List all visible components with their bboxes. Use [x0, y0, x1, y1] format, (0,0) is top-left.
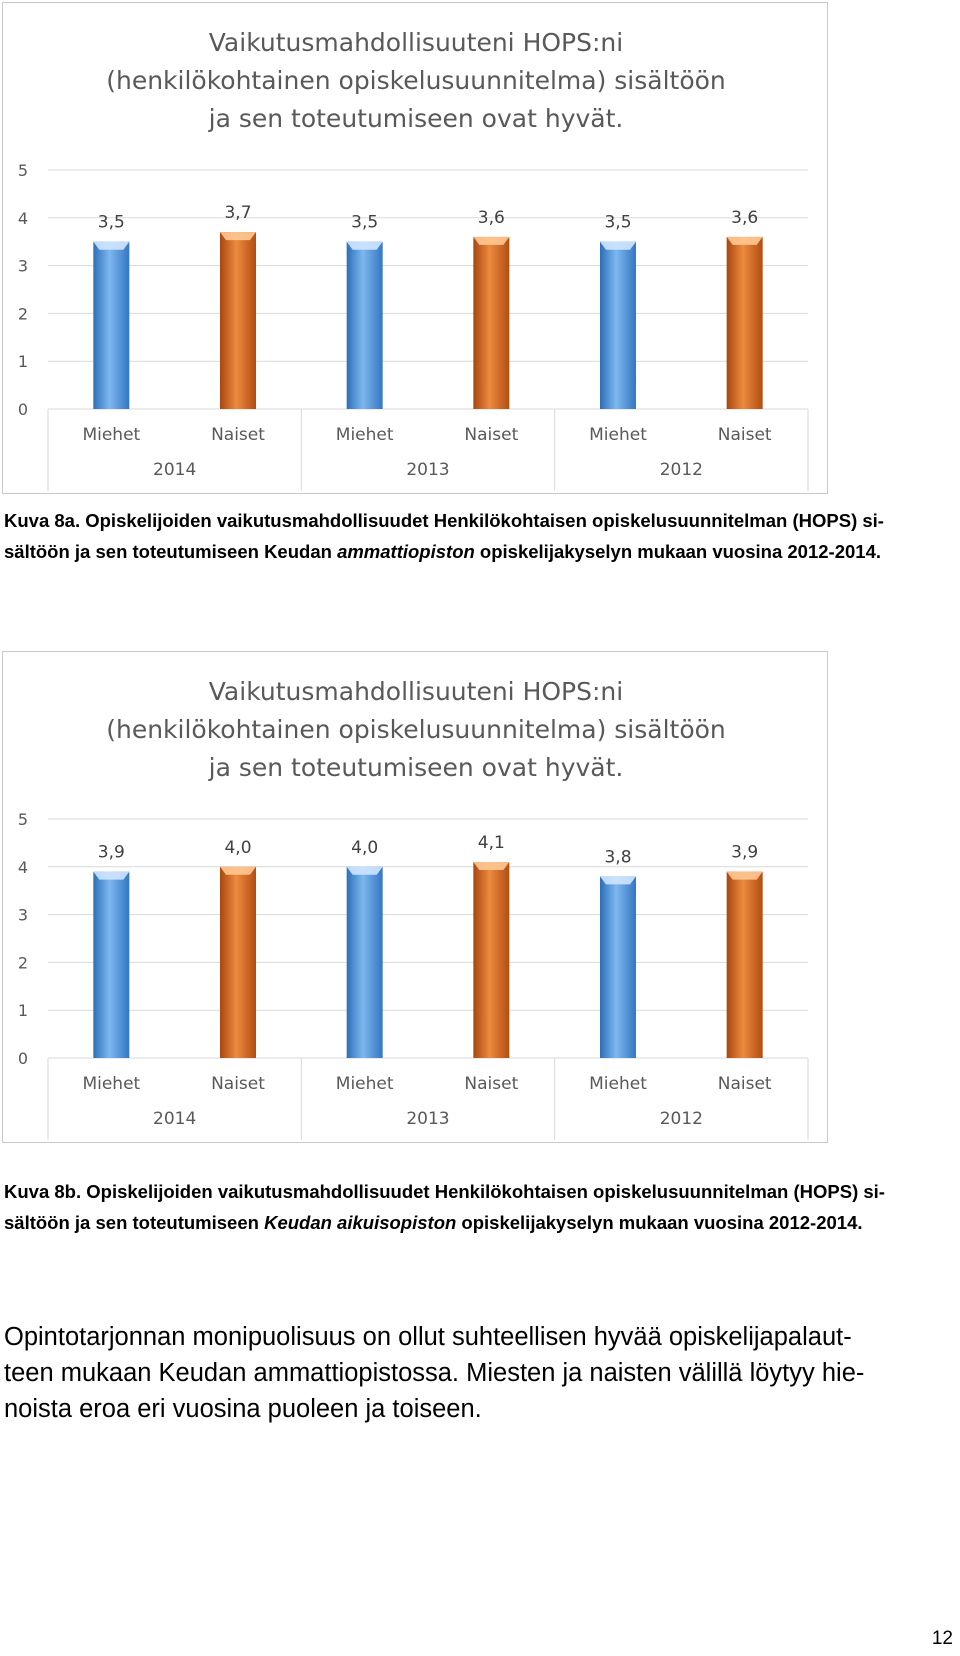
- caption-8a-italic: ammattiopiston: [337, 541, 475, 562]
- b-bar-cap: [726, 871, 763, 880]
- b-data-label: 3,8: [604, 847, 631, 867]
- b-bar-cap: [346, 866, 383, 875]
- b-title-line: ja sen toteutumiseen ovat hyvät.: [208, 753, 624, 782]
- b-bar-cap: [473, 862, 510, 871]
- a-category-label: Naiset: [718, 425, 772, 445]
- a-bar-cap: [220, 232, 256, 241]
- a-category-label: Naiset: [464, 425, 518, 445]
- a-y-tick: 0: [18, 400, 28, 419]
- a-bar-cap: [726, 236, 763, 245]
- b-bar: [473, 862, 510, 1058]
- page-number: 12: [931, 1628, 953, 1649]
- a-y-tick: 2: [18, 304, 28, 323]
- chart-8b-svg: Vaikutusmahdollisuuteni HOPS:ni (henkilök…: [18, 677, 809, 1140]
- chart-8b: Vaikutusmahdollisuuteni HOPS:ni (henkilök…: [2, 651, 828, 1143]
- caption-8b-italic: Keudan aikuisopiston: [264, 1212, 457, 1233]
- body-paragraph-line: noista eroa eri vuosina puoleen ja toise…: [4, 1395, 482, 1423]
- a-title-line: ja sen toteutumiseen ovat hyvät.: [208, 104, 624, 133]
- a-title-line: (henkilökohtainen opiskelusuunnitelma) s…: [106, 66, 726, 95]
- caption-8b-line1: Kuva 8b. Opiskelijoiden vaikutusmahdolli…: [4, 1181, 885, 1202]
- a-bar: [346, 241, 383, 409]
- caption-8b-line2-end: opiskelijakyselyn mukaan vuosina 2012-20…: [456, 1212, 863, 1233]
- b-title-line: Vaikutusmahdollisuuteni HOPS:ni: [209, 677, 623, 706]
- b-category-label: Miehet: [589, 1074, 647, 1094]
- a-category-label: Naiset: [211, 425, 265, 445]
- caption-8a: Kuva 8a. Opiskelijoiden vaikutusmahdolli…: [4, 505, 954, 567]
- a-bar-cap: [473, 236, 510, 245]
- a-data-label: 3,6: [731, 208, 758, 228]
- a-bar: [220, 232, 256, 409]
- a-data-label: 3,6: [478, 208, 505, 228]
- chart-8a: Vaikutusmahdollisuuteni HOPS:ni (henkilök…: [2, 2, 828, 494]
- a-data-label: 3,5: [98, 213, 125, 233]
- b-bar: [93, 871, 130, 1058]
- b-y-tick: 3: [18, 906, 28, 925]
- a-bar: [600, 241, 636, 409]
- body-paragraph-line: Opintotarjonnan monipuolisuus on ollut s…: [4, 1323, 852, 1351]
- chart-8a-svg: Vaikutusmahdollisuuteni HOPS:ni (henkilök…: [18, 28, 809, 491]
- a-data-label: 3,7: [224, 203, 251, 223]
- b-y-tick: 1: [18, 1001, 28, 1020]
- a-group-label: 2012: [660, 460, 703, 480]
- b-category-label: Miehet: [82, 1074, 140, 1094]
- caption-8a-line1: Kuva 8a. Opiskelijoiden vaikutusmahdolli…: [4, 510, 884, 531]
- caption-8a-line2-end: opiskelijakyselyn mukaan vuosina 2012-20…: [474, 541, 881, 562]
- b-bar-cap: [93, 871, 130, 880]
- a-bar-cap: [600, 241, 636, 250]
- a-category-label: Miehet: [589, 425, 647, 445]
- b-category-label: Naiset: [718, 1074, 772, 1094]
- b-data-label: 3,9: [731, 843, 758, 863]
- caption-8a-line2: sältöön ja sen toteutumiseen Keudan amma…: [4, 536, 954, 567]
- b-group-label: 2012: [660, 1109, 703, 1129]
- b-category-label: Naiset: [211, 1074, 265, 1094]
- a-category-label: Miehet: [82, 425, 140, 445]
- b-bar-cap: [600, 876, 636, 885]
- b-data-label: 3,9: [98, 843, 125, 863]
- body-paragraph: Opintotarjonnan monipuolisuus on ollut s…: [4, 1319, 954, 1427]
- a-bar: [93, 241, 130, 409]
- a-group-label: 2014: [153, 460, 196, 480]
- a-title-line: Vaikutusmahdollisuuteni HOPS:ni: [209, 28, 623, 57]
- b-data-label: 4,0: [351, 838, 378, 858]
- a-y-tick: 5: [18, 161, 28, 180]
- b-y-tick: 4: [18, 858, 28, 877]
- a-bar-cap: [346, 241, 383, 250]
- b-category-label: Naiset: [464, 1074, 518, 1094]
- a-bar-cap: [93, 241, 130, 250]
- a-category-label: Miehet: [336, 425, 394, 445]
- b-bar: [726, 871, 763, 1058]
- b-data-label: 4,0: [224, 838, 251, 858]
- a-bar: [473, 236, 510, 409]
- a-group-label: 2013: [406, 460, 449, 480]
- caption-8b: Kuva 8b. Opiskelijoiden vaikutusmahdolli…: [4, 1176, 954, 1238]
- b-y-tick: 2: [18, 953, 28, 972]
- body-paragraph-line: teen mukaan Keudan ammattiopistossa. Mie…: [4, 1359, 865, 1387]
- a-y-tick: 3: [18, 257, 28, 276]
- b-group-label: 2014: [153, 1109, 196, 1129]
- b-bar: [600, 876, 636, 1058]
- a-data-label: 3,5: [604, 213, 631, 233]
- b-title-line: (henkilökohtainen opiskelusuunnitelma) s…: [106, 715, 726, 744]
- b-data-label: 4,1: [478, 833, 505, 853]
- b-group-label: 2013: [406, 1109, 449, 1129]
- caption-8a-line2-start: sältöön ja sen toteutumiseen Keudan: [4, 541, 338, 562]
- a-y-tick: 4: [18, 209, 28, 228]
- a-y-tick: 1: [18, 352, 28, 371]
- b-bar: [220, 866, 256, 1058]
- a-bar: [726, 236, 763, 409]
- caption-8b-line2-start: sältöön ja sen toteutumiseen: [4, 1212, 265, 1233]
- b-y-tick: 5: [18, 810, 28, 829]
- b-bar: [346, 866, 383, 1058]
- b-bar-cap: [220, 866, 256, 875]
- caption-8b-line2: sältöön ja sen toteutumiseen Keudan aiku…: [4, 1207, 954, 1238]
- a-data-label: 3,5: [351, 213, 378, 233]
- b-category-label: Miehet: [336, 1074, 394, 1094]
- b-y-tick: 0: [18, 1049, 28, 1068]
